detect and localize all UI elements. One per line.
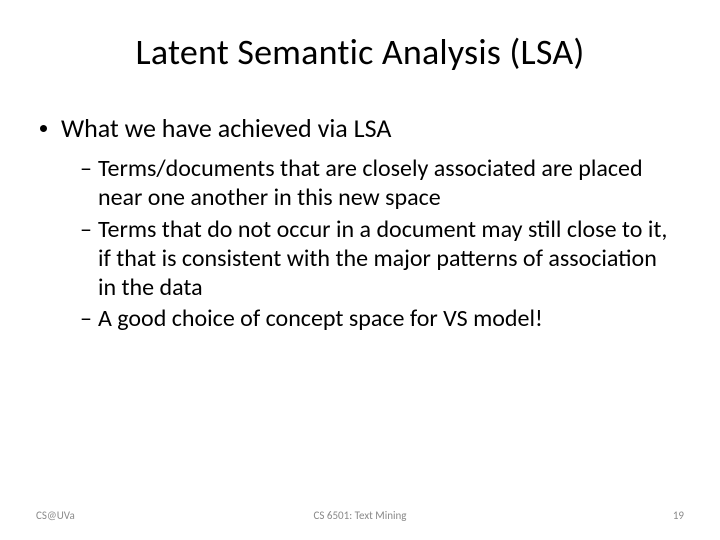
bullet-level2-item: – Terms/documents that are closely assoc… (80, 154, 680, 213)
bullet-level2-text: Terms that do not occur in a document ma… (98, 215, 680, 303)
bullet-level2-item: – Terms that do not occur in a document … (80, 215, 680, 303)
bullet-level1-text: What we have achieved via LSA (61, 112, 391, 144)
bullet-dash-icon: – (80, 304, 92, 333)
slide-footer: CS@UVa CS 6501: Text Mining 19 (36, 509, 684, 522)
bullet-level2-item: – A good choice of concept space for VS … (80, 304, 680, 333)
footer-center: CS 6501: Text Mining (36, 509, 684, 522)
bullet-dash-icon: – (80, 215, 92, 244)
bullet-level2-text: A good choice of concept space for VS mo… (98, 304, 680, 333)
slide-title: Latent Semantic Analysis (LSA) (40, 30, 680, 74)
bullet-level1: What we have achieved via LSA (40, 112, 680, 144)
bullet-dash-icon: – (80, 154, 92, 183)
bullet-level2-text: Terms/documents that are closely associa… (98, 154, 680, 213)
slide: Latent Semantic Analysis (LSA) What we h… (0, 0, 720, 540)
bullet-dot-icon (40, 125, 47, 132)
